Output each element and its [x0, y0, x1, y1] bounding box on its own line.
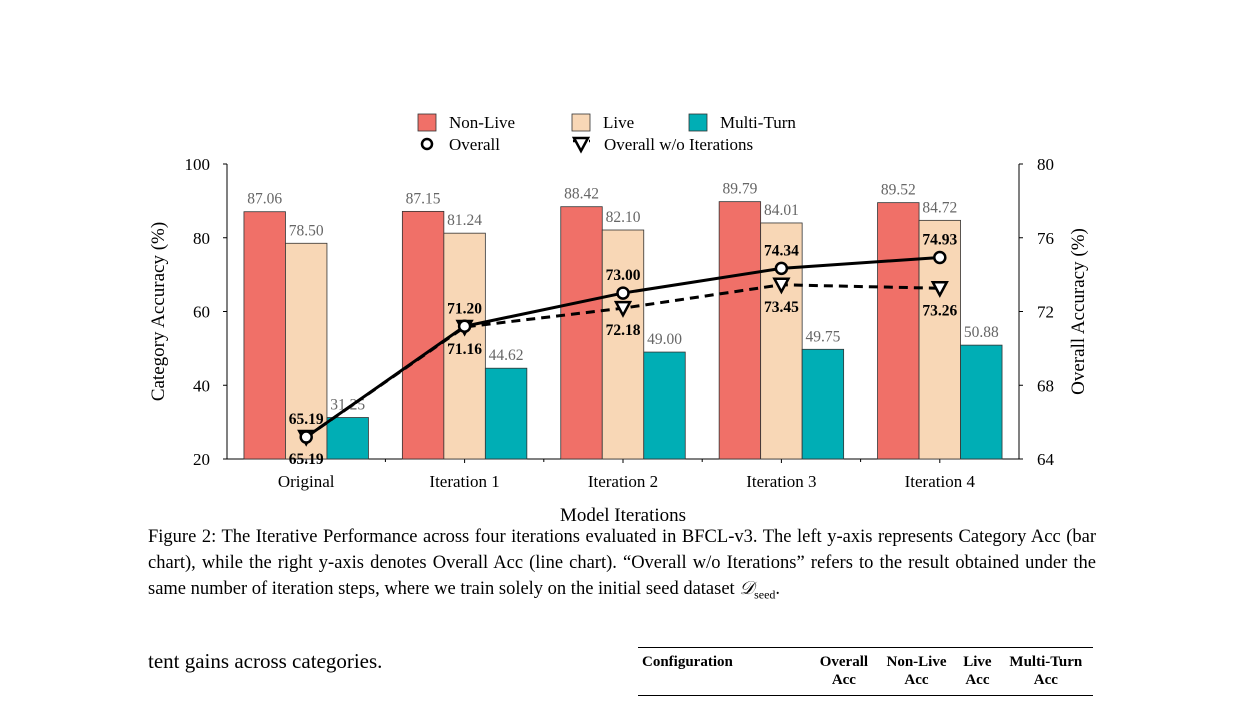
bar [285, 242, 328, 460]
bar-value-label: 44.62 [489, 347, 524, 364]
y2-tick-label: 72 [1037, 303, 1054, 322]
caption-symbol: 𝒟 [739, 579, 755, 599]
bar [326, 417, 369, 460]
y-tick-label: 40 [193, 376, 210, 395]
bar-value-label: 49.75 [805, 328, 840, 345]
legend-swatch [417, 113, 437, 132]
table-header-cell: Overall Acc [811, 648, 877, 689]
bar [960, 344, 1003, 460]
bar [560, 206, 603, 460]
overall-wo-iterations-point [772, 277, 791, 295]
overall-wo-iterations-value-label: 71.16 [447, 341, 482, 358]
figure-caption: Figure 2: The Iterative Performance acro… [148, 524, 1096, 608]
x-tick-label: Original [278, 472, 335, 491]
caption-end: . [775, 579, 781, 599]
overall-point [457, 319, 472, 333]
bar [643, 351, 686, 460]
y-axis-title: Category Accuracy (%) [148, 222, 169, 401]
overall-point [299, 430, 313, 444]
results-table: Configuration Overall Acc Non-Live Acc Liv… [638, 647, 1093, 696]
bar [718, 201, 762, 460]
y2-tick-label: 68 [1037, 376, 1054, 395]
legend-overall-marker [420, 137, 434, 151]
y2-tick-label: 64 [1037, 450, 1055, 469]
table-header-rule [638, 695, 1093, 696]
y2-tick-label: 80 [1037, 155, 1054, 174]
overall-value-label: 74.34 [764, 242, 799, 259]
bar [801, 348, 845, 460]
table-header-cell: Non-Live Acc [877, 648, 956, 689]
bar-value-label: 87.06 [247, 191, 282, 208]
bar-value-label: 88.42 [564, 186, 599, 203]
bar [443, 232, 486, 460]
bar [877, 202, 920, 460]
x-axis-title: Model Iterations [560, 505, 686, 526]
legend-swatch [571, 113, 591, 132]
overall-wo-iterations-value-label: 73.26 [922, 302, 957, 319]
table-header-cell: Live Acc [956, 648, 998, 689]
overall-value-label: 65.19 [289, 411, 324, 428]
legend-overall-wo-iterations-marker [571, 136, 591, 154]
overall-wo-iterations-point [613, 300, 633, 318]
figure: 20 40 60 80 100 64 68 72 76 80 Original Iteration 1… [148, 113, 1089, 526]
y-tick-label: 60 [193, 303, 210, 322]
x-tick-label: Iteration 1 [429, 472, 499, 491]
bar-value-label: 81.24 [447, 212, 482, 229]
overall-wo-iterations-value-label: 72.18 [606, 322, 641, 339]
chart: 20 40 60 80 100 64 68 72 76 80 Original Iteration 1… [148, 113, 1089, 526]
bar-value-label: 82.10 [606, 209, 641, 226]
bar [601, 229, 645, 460]
overall-wo-iterations-point [930, 281, 949, 298]
header-line2: Acc [1033, 672, 1058, 688]
legend-label: Multi-Turn [720, 113, 796, 132]
bar-value-label: 87.15 [406, 190, 441, 207]
caption-text: Figure 2: The Iterative Performance acro… [148, 527, 1096, 599]
bar-value-label: 84.01 [764, 202, 799, 219]
legend-swatch [688, 113, 708, 132]
y-tick-label: 80 [193, 229, 210, 248]
bar [401, 210, 445, 460]
overall-wo-iterations-value-label: 73.45 [764, 299, 799, 316]
bar-value-label: 49.00 [647, 331, 682, 348]
overall-wo-iterations-value-label: 65.19 [289, 451, 324, 468]
y-tick-label: 100 [185, 155, 211, 174]
overall-point [933, 250, 947, 265]
overall-value-label: 74.93 [922, 231, 957, 248]
x-tick-label: Iteration 3 [746, 472, 816, 491]
header-line1: Live [963, 654, 992, 670]
legend-label: Live [603, 113, 634, 132]
header-line2: Acc [965, 672, 990, 688]
caption-symbol-subscript: seed [754, 587, 776, 602]
bar-value-label: 78.50 [289, 222, 324, 239]
header-line1: Multi-Turn [1009, 654, 1083, 670]
header-line1: Overall [819, 654, 869, 670]
table-header-cell: Configuration [638, 648, 811, 689]
overall-point [774, 261, 789, 276]
x-tick-label: Iteration 2 [588, 472, 658, 491]
legend-label: Non-Live [449, 113, 515, 132]
header-line2: Acc [904, 672, 929, 688]
bar-value-label: 89.52 [881, 182, 916, 199]
legend-label: Overall [449, 135, 500, 154]
y-tick-label: 20 [193, 450, 210, 469]
bar [484, 367, 528, 460]
bar-value-label: 89.79 [722, 181, 757, 198]
bar-value-label: 84.72 [922, 199, 957, 216]
legend-label: Overall w/o Iterations [604, 135, 753, 154]
header-line1: Non-Live [886, 654, 947, 670]
x-tick-label: Iteration 4 [905, 472, 976, 491]
header-configuration: Configuration [642, 654, 733, 670]
y2-axis-title: Overall Accuracy (%) [1068, 228, 1089, 395]
table-header-row: Configuration Overall Acc Non-Live Acc Liv… [638, 648, 1093, 689]
overall-value-label: 73.00 [606, 267, 641, 284]
table-header-cell: Multi-Turn Acc [999, 648, 1093, 689]
header-line2: Acc [831, 672, 856, 688]
bar [243, 211, 286, 460]
body-text: tent gains across categories. [148, 649, 383, 673]
y2-tick-label: 76 [1037, 229, 1054, 248]
overall-value-label: 71.20 [447, 300, 482, 317]
bar-value-label: 50.88 [964, 324, 999, 341]
overall-point [616, 286, 630, 300]
